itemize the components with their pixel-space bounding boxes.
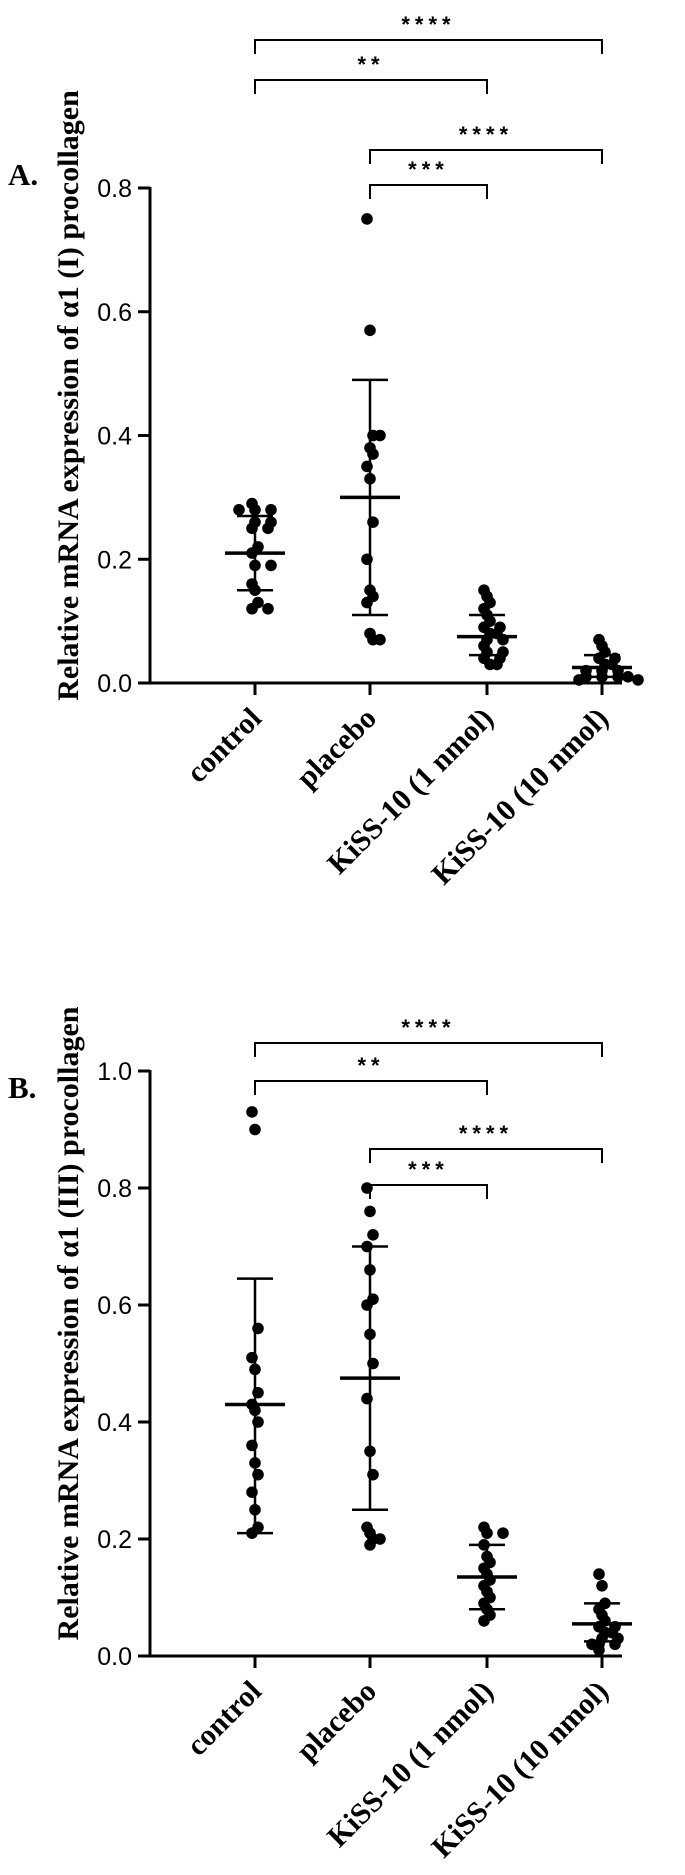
significance-label: ****	[459, 1121, 513, 1146]
data-point	[262, 522, 274, 535]
data-point	[622, 671, 634, 683]
data-point	[573, 674, 585, 686]
data-point	[481, 1527, 493, 1539]
significance-bracket	[369, 1184, 488, 1199]
significance-label: **	[357, 1053, 384, 1078]
x-tick-label: control	[180, 1675, 268, 1763]
x-tick-label: placebo	[290, 702, 383, 795]
significance-bracket	[254, 1080, 488, 1095]
data-point	[491, 658, 503, 671]
y-tick-label: 0.4	[97, 423, 132, 451]
y-tick-label: 0.2	[97, 1526, 132, 1554]
y-tick-label: 1.0	[97, 1058, 132, 1086]
panel-b: B. Relative mRNA expression of α1 (III) p…	[8, 1006, 632, 1864]
data-point	[364, 324, 376, 337]
y-tick-label: 0.8	[97, 175, 132, 203]
y-tick-label: 0.0	[97, 670, 132, 698]
significance-bracket	[369, 1148, 603, 1163]
significance-bracket	[254, 79, 488, 94]
significance-label: ****	[401, 12, 455, 37]
data-point	[233, 503, 245, 516]
y-tick-label: 0.0	[97, 1643, 132, 1671]
data-point	[374, 633, 386, 646]
significance-label: **	[357, 52, 384, 77]
panel-label: B.	[8, 1070, 36, 1105]
data-point	[361, 1182, 373, 1194]
significance-label: ****	[459, 122, 513, 147]
data-point	[249, 503, 261, 516]
data-point	[593, 1568, 605, 1580]
x-tick-label: placebo	[290, 1675, 383, 1768]
data-point	[265, 503, 277, 516]
data-point	[478, 1615, 490, 1627]
y-axis-label: Relative mRNA expression of α1 (I) proco…	[52, 90, 85, 701]
panel-label: A.	[8, 157, 38, 192]
y-axis-label: Relative mRNA expression of α1 (III) pro…	[52, 1006, 85, 1640]
data-point	[246, 1106, 258, 1118]
data-point	[246, 602, 258, 615]
y-tick-label: 0.6	[97, 299, 132, 327]
significance-label: ***	[408, 1157, 449, 1182]
significance-label: ****	[401, 1015, 455, 1040]
x-tick-label: control	[180, 702, 268, 790]
data-point	[632, 674, 644, 686]
y-tick-label: 0.6	[97, 1292, 132, 1320]
data-point	[262, 602, 274, 615]
data-point	[364, 1205, 376, 1218]
significance-bracket	[254, 1042, 603, 1057]
significance-label: ***	[408, 157, 449, 182]
y-tick-label: 0.2	[97, 546, 132, 574]
data-point	[364, 1539, 376, 1551]
data-point	[374, 1533, 386, 1545]
y-tick-label: 0.4	[97, 1409, 132, 1437]
data-point	[265, 559, 277, 572]
data-point	[596, 1580, 608, 1592]
data-point	[593, 1644, 605, 1656]
data-point	[374, 429, 386, 442]
y-tick-label: 0.8	[97, 1175, 132, 1203]
data-point	[367, 1229, 379, 1241]
significance-bracket	[369, 149, 603, 164]
significance-bracket	[254, 39, 603, 54]
data-point	[361, 213, 373, 225]
panel-a: A. Relative mRNA expression of α1 (I) pro…	[8, 12, 644, 891]
data-point	[249, 1123, 261, 1136]
data-point	[497, 1527, 509, 1539]
significance-bracket	[369, 184, 488, 199]
